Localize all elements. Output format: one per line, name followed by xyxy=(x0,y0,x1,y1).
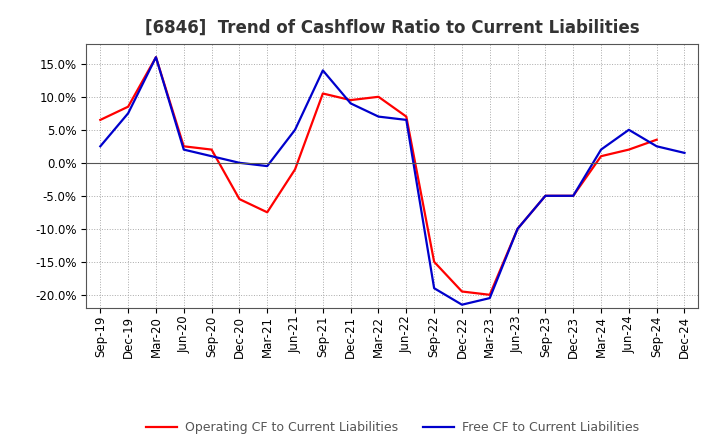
Operating CF to Current Liabilities xyxy=(624,147,633,152)
Operating CF to Current Liabilities xyxy=(374,94,383,99)
Operating CF to Current Liabilities xyxy=(291,167,300,172)
Free CF to Current Liabilities xyxy=(402,117,410,122)
Operating CF to Current Liabilities xyxy=(235,196,243,202)
Free CF to Current Liabilities xyxy=(597,147,606,152)
Operating CF to Current Liabilities xyxy=(346,97,355,103)
Operating CF to Current Liabilities xyxy=(458,289,467,294)
Free CF to Current Liabilities xyxy=(207,154,216,159)
Free CF to Current Liabilities xyxy=(652,143,661,149)
Operating CF to Current Liabilities xyxy=(402,114,410,119)
Free CF to Current Liabilities xyxy=(263,163,271,169)
Title: [6846]  Trend of Cashflow Ratio to Current Liabilities: [6846] Trend of Cashflow Ratio to Curren… xyxy=(145,19,639,37)
Free CF to Current Liabilities xyxy=(152,55,161,60)
Line: Free CF to Current Liabilities: Free CF to Current Liabilities xyxy=(100,57,685,304)
Operating CF to Current Liabilities xyxy=(263,209,271,215)
Free CF to Current Liabilities xyxy=(179,147,188,152)
Operating CF to Current Liabilities xyxy=(152,55,161,60)
Free CF to Current Liabilities xyxy=(458,302,467,307)
Operating CF to Current Liabilities xyxy=(485,292,494,297)
Operating CF to Current Liabilities xyxy=(569,193,577,198)
Operating CF to Current Liabilities xyxy=(179,143,188,149)
Free CF to Current Liabilities xyxy=(96,143,104,149)
Free CF to Current Liabilities xyxy=(291,127,300,132)
Free CF to Current Liabilities xyxy=(485,296,494,301)
Operating CF to Current Liabilities xyxy=(513,226,522,231)
Free CF to Current Liabilities xyxy=(569,193,577,198)
Free CF to Current Liabilities xyxy=(624,127,633,132)
Operating CF to Current Liabilities xyxy=(318,91,327,96)
Free CF to Current Liabilities xyxy=(235,160,243,165)
Operating CF to Current Liabilities xyxy=(124,104,132,109)
Free CF to Current Liabilities xyxy=(541,193,550,198)
Free CF to Current Liabilities xyxy=(513,226,522,231)
Free CF to Current Liabilities xyxy=(430,286,438,291)
Operating CF to Current Liabilities xyxy=(652,137,661,142)
Free CF to Current Liabilities xyxy=(346,101,355,106)
Operating CF to Current Liabilities xyxy=(96,117,104,122)
Operating CF to Current Liabilities xyxy=(541,193,550,198)
Legend: Operating CF to Current Liabilities, Free CF to Current Liabilities: Operating CF to Current Liabilities, Fre… xyxy=(141,416,644,439)
Free CF to Current Liabilities xyxy=(318,68,327,73)
Operating CF to Current Liabilities xyxy=(597,154,606,159)
Line: Operating CF to Current Liabilities: Operating CF to Current Liabilities xyxy=(100,57,657,295)
Free CF to Current Liabilities xyxy=(374,114,383,119)
Operating CF to Current Liabilities xyxy=(430,259,438,264)
Free CF to Current Liabilities xyxy=(680,150,689,156)
Free CF to Current Liabilities xyxy=(124,110,132,116)
Operating CF to Current Liabilities xyxy=(207,147,216,152)
